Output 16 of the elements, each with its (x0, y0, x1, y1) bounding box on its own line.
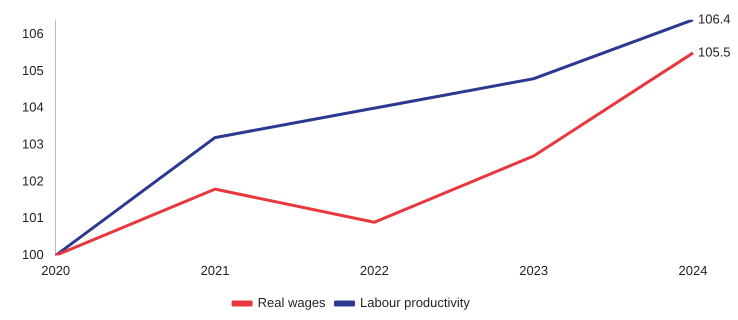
x-tick-label: 2024 (678, 262, 708, 278)
y-tick-label: 100 (22, 246, 44, 262)
x-tick-label: 2021 (200, 262, 230, 278)
y-tick-label: 104 (22, 100, 44, 115)
y-tick-label: 106 (22, 26, 44, 42)
data-label: 105.5 (698, 44, 731, 60)
y-tick-label: 102 (22, 173, 44, 188)
x-tick-label: 2023 (519, 262, 548, 278)
y-tick-label: 105 (22, 62, 44, 78)
y-tick-label: 103 (22, 136, 44, 152)
legend-label: Labour productivity (360, 295, 470, 310)
legend-label: Real wages (258, 295, 326, 310)
x-tick-label: 2020 (41, 262, 70, 278)
x-tick-label: 2022 (360, 262, 389, 278)
data-label: 106.4 (698, 11, 731, 26)
y-tick-label: 101 (22, 210, 44, 226)
